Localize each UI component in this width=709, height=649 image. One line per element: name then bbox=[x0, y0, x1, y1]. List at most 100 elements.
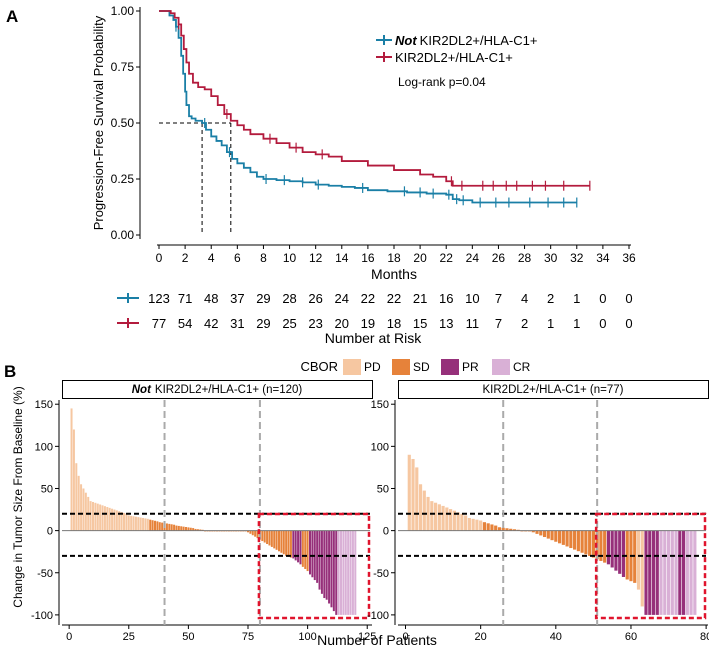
waterfall-bar-pr bbox=[606, 530, 611, 565]
waterfall-legend-label: PD bbox=[364, 360, 381, 374]
waterfall-bar-pd bbox=[106, 507, 109, 531]
waterfall-panel-title: Not KIR2DL2+/HLA-C1+ (n=120) bbox=[132, 384, 303, 396]
waterfall-legend-swatch-pr bbox=[441, 359, 459, 375]
waterfall-bar-sd bbox=[170, 524, 173, 531]
waterfall-y-tick-label: -50 bbox=[373, 568, 389, 580]
waterfall-bar-sd bbox=[173, 524, 176, 531]
legend-label-group: KIR2DL2+/HLA-C1+ bbox=[395, 50, 513, 65]
waterfall-bar-sd bbox=[280, 530, 283, 553]
waterfall-bar-sd bbox=[501, 527, 505, 531]
waterfall-bar-sd bbox=[192, 528, 195, 531]
waterfall-bar-pd bbox=[132, 516, 135, 531]
waterfall-bar-cr bbox=[659, 530, 663, 615]
waterfall-bar-pr bbox=[316, 530, 319, 583]
risk-count: 48 bbox=[204, 291, 218, 306]
km-x-tick-label: 6 bbox=[234, 251, 241, 265]
waterfall-legend-label: PR bbox=[462, 360, 479, 374]
waterfall-bar-pd bbox=[475, 519, 479, 531]
km-x-tick-label: 30 bbox=[544, 251, 558, 265]
waterfall-bar-sd bbox=[591, 530, 595, 558]
waterfall-bar-pr bbox=[655, 530, 659, 615]
risk-count: 22 bbox=[387, 291, 401, 306]
waterfall-bar-pd bbox=[437, 504, 441, 531]
risk-count: 21 bbox=[413, 291, 427, 306]
waterfall-x-tick-label: 100 bbox=[298, 631, 316, 643]
waterfall-bar-sd bbox=[175, 525, 178, 531]
waterfall-bar-pr bbox=[297, 530, 300, 563]
waterfall-bar-pd bbox=[103, 506, 106, 531]
waterfall-bar-pr bbox=[614, 530, 618, 571]
waterfall-bar-sd bbox=[194, 528, 197, 531]
waterfall-bar-pd bbox=[80, 484, 83, 531]
risk-count: 1 bbox=[573, 291, 580, 306]
waterfall-bar-sd bbox=[165, 523, 168, 531]
risk-count: 0 bbox=[599, 316, 606, 331]
waterfall-bar-cr bbox=[337, 530, 340, 615]
legend-label-not: Not KIR2DL2+/HLA-C1+ bbox=[395, 33, 537, 48]
waterfall-bar-sd bbox=[599, 530, 603, 561]
waterfall-x-label: Number of Patients bbox=[317, 632, 437, 648]
risk-count: 18 bbox=[387, 316, 401, 331]
waterfall-bar-pr bbox=[644, 530, 648, 615]
waterfall-y-tick-label: -50 bbox=[37, 568, 53, 580]
waterfall-bar-cr bbox=[340, 530, 342, 615]
waterfall-bar-pd bbox=[111, 508, 114, 531]
waterfall-bar-sd bbox=[158, 522, 161, 531]
km-y-tick-label: 0.75 bbox=[111, 60, 135, 74]
waterfall-y-tick-label: 0 bbox=[383, 526, 389, 538]
waterfall-bar-sd bbox=[576, 530, 580, 552]
waterfall-bar-pd bbox=[127, 515, 130, 531]
waterfall-bar-pd bbox=[89, 501, 92, 531]
waterfall-bar-sd bbox=[251, 530, 254, 536]
waterfall-bar-pr bbox=[651, 530, 656, 615]
km-x-tick-label: 18 bbox=[387, 251, 401, 265]
waterfall-bar-sd bbox=[588, 530, 592, 556]
waterfall-bar-sd bbox=[154, 520, 156, 531]
km-curve-group bbox=[159, 10, 590, 187]
waterfall-bar-sd bbox=[486, 523, 490, 531]
waterfall-bar-pd bbox=[99, 504, 102, 531]
waterfall-bar-sd bbox=[512, 529, 517, 531]
waterfall-bar-pd bbox=[118, 511, 121, 531]
km-x-tick-label: 20 bbox=[413, 251, 427, 265]
waterfall-bar-pd bbox=[479, 520, 483, 531]
km-x-tick-label: 8 bbox=[260, 251, 267, 265]
waterfall-bar-sd bbox=[285, 530, 288, 556]
km-x-tick-label: 28 bbox=[518, 251, 532, 265]
waterfall-bar-sd bbox=[304, 530, 307, 569]
risk-count: 23 bbox=[308, 316, 322, 331]
km-x-tick-label: 10 bbox=[283, 251, 297, 265]
risk-count: 25 bbox=[282, 316, 296, 331]
waterfall-bar-pd bbox=[456, 512, 460, 531]
waterfall-panels: Not KIR2DL2+/HLA-C1+ (n=120) 150 100 50 0 -50 -… bbox=[31, 380, 709, 643]
waterfall-panel-not: Not KIR2DL2+/HLA-C1+ (n=120) 150 100 50 0 -50 -… bbox=[31, 380, 376, 643]
waterfall-x-tick-label: 50 bbox=[182, 631, 194, 643]
waterfall-legend-label: SD bbox=[413, 360, 430, 374]
waterfall-bar-sd bbox=[561, 530, 565, 545]
waterfall-bar-pd bbox=[441, 505, 445, 531]
risk-count: 0 bbox=[625, 291, 632, 306]
waterfall-bar-pr bbox=[323, 530, 326, 599]
risk-count: 42 bbox=[204, 316, 218, 331]
risk-count: 54 bbox=[178, 316, 192, 331]
waterfall-bar-sd bbox=[278, 530, 280, 552]
km-y-tick-label: 1.00 bbox=[111, 4, 135, 18]
waterfall-bar-pr bbox=[325, 530, 328, 600]
waterfall-bar-pr bbox=[678, 530, 682, 615]
km-x-tick-label: 22 bbox=[440, 251, 454, 265]
waterfall-bar-pd bbox=[471, 518, 475, 531]
risk-count: 31 bbox=[230, 316, 244, 331]
waterfall-bar-sd bbox=[263, 530, 266, 543]
waterfall-bar-pd bbox=[407, 454, 411, 531]
waterfall-bar-sd bbox=[254, 530, 257, 537]
waterfall-bar-pr bbox=[335, 530, 338, 615]
risk-count: 7 bbox=[495, 291, 502, 306]
waterfall-bar-sd bbox=[550, 530, 554, 541]
waterfall-bar-sd bbox=[565, 530, 569, 547]
waterfall-bar-cr bbox=[689, 530, 693, 615]
waterfall-bar-pd bbox=[430, 501, 434, 531]
waterfall-bar-pd bbox=[123, 512, 125, 531]
waterfall-bar-sd bbox=[256, 530, 259, 539]
km-legend: Not KIR2DL2+/HLA-C1+ KIR2DL2+/HLA-C1+ Log… bbox=[376, 33, 537, 89]
